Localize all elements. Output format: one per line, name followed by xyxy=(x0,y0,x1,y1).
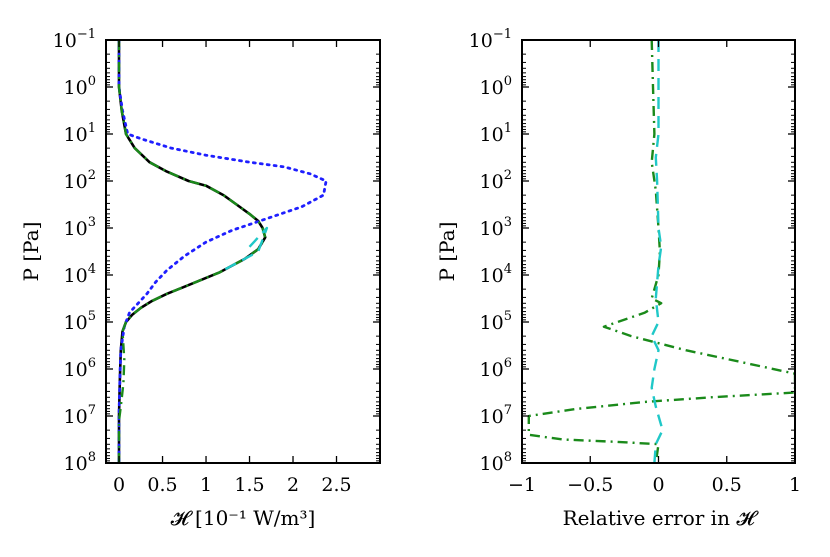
y-tick-label: 100 xyxy=(480,74,512,99)
y-tick-label: 105 xyxy=(480,309,512,334)
x-tick-label: 0 xyxy=(652,474,664,496)
y-tick-label: 106 xyxy=(64,356,96,381)
right-panel-relative-error: −1 −0.5 0 0.5 1 10−1 100 101 102 103 104 105 106 107 1… xyxy=(435,27,801,530)
y-tick-label: 108 xyxy=(64,450,96,475)
y-tick-label: 107 xyxy=(480,403,512,428)
y-tick-label: 10−1 xyxy=(469,27,512,52)
series-error-dashdot xyxy=(527,40,795,463)
y-tick-label: 105 xyxy=(64,309,96,334)
x-axis-label: 𝓗 [10⁻¹ W/m³] xyxy=(171,506,316,530)
x-tick-label: 0 xyxy=(113,474,125,496)
left-panel-heating-rate: 0 0.5 1 1.5 2 2.5 10−1 100 101 102 103 104 105 106 107… xyxy=(19,27,381,530)
axes-frame xyxy=(105,39,381,464)
x-tick-label: −0.5 xyxy=(567,474,613,496)
series-error-dashed xyxy=(650,40,664,463)
y-tick-label: 104 xyxy=(480,262,512,287)
y-tick-label: 103 xyxy=(64,215,96,240)
x-tick-label: 2.5 xyxy=(321,474,351,496)
y-tick-label: 107 xyxy=(64,403,96,428)
y-tick-label: 103 xyxy=(480,215,512,240)
y-tick-label: 106 xyxy=(480,356,512,381)
y-tick-label: 101 xyxy=(480,121,512,146)
x-tick-label: 0.5 xyxy=(147,474,177,496)
y-tick-label: 10−1 xyxy=(53,27,96,52)
x-tick-label: 1 xyxy=(200,474,212,496)
x-tick-label: −1 xyxy=(508,474,536,496)
y-tick-label: 102 xyxy=(64,168,96,193)
x-tick-label: 0.5 xyxy=(712,474,742,496)
y-tick-label: 104 xyxy=(64,262,96,287)
y-tick-label: 108 xyxy=(480,450,512,475)
series-comparison-dashed xyxy=(218,226,269,274)
x-tick-label: 1 xyxy=(789,474,801,496)
x-tick-label: 2 xyxy=(287,474,299,496)
y-axis-label: P [Pa] xyxy=(19,222,43,282)
y-tick-label: 102 xyxy=(480,168,512,193)
y-axis-label: P [Pa] xyxy=(435,222,459,282)
y-tick-label: 100 xyxy=(64,74,96,99)
x-axis-label: Relative error in 𝓗 xyxy=(563,506,760,530)
series-comparison-dotted xyxy=(117,40,328,463)
y-tick-label: 101 xyxy=(64,121,96,146)
x-tick-label: 1.5 xyxy=(234,474,264,496)
